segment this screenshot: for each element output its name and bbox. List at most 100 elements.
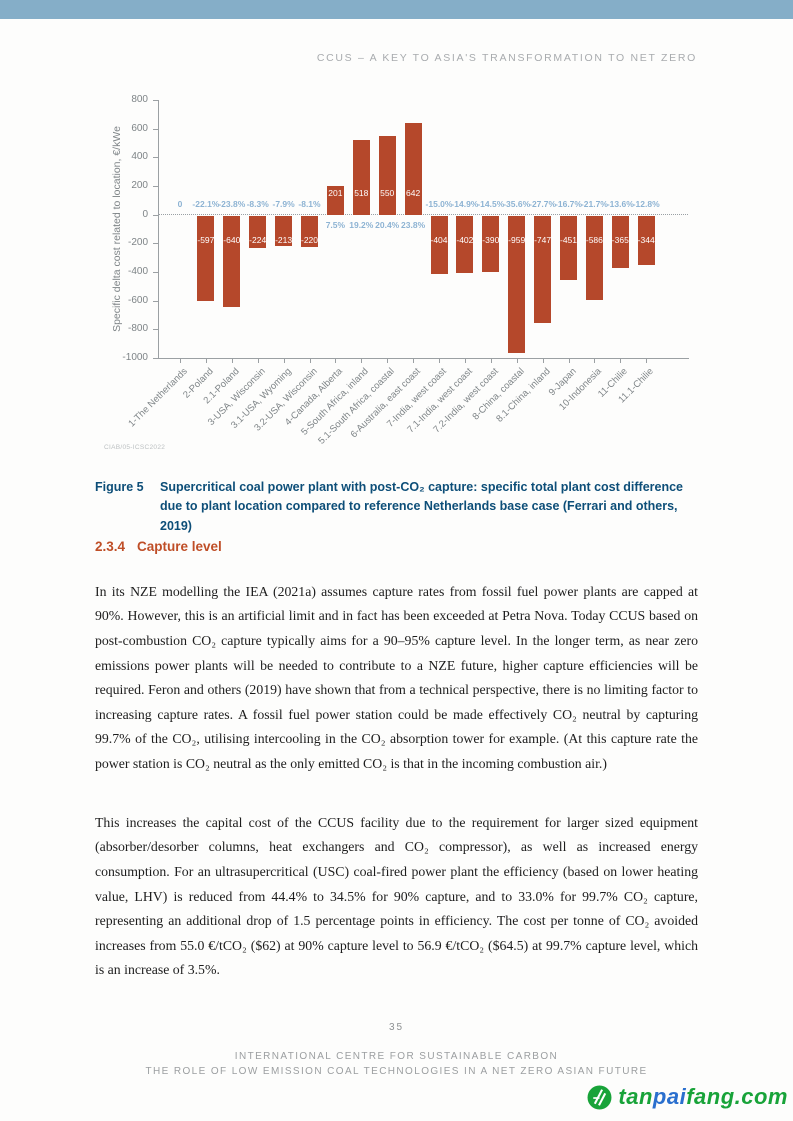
x-tick-mark — [594, 358, 596, 363]
bar-value-label: -451 — [559, 234, 577, 245]
section-title: Capture level — [137, 539, 222, 554]
section-number: 2.3.4 — [95, 539, 126, 554]
x-tick-mark — [620, 358, 622, 363]
body-paragraph-1: In its NZE modelling the IEA (2021a) ass… — [95, 583, 698, 771]
bar-value-label: -365 — [611, 234, 629, 245]
bar-pct-label: -12.8% — [632, 198, 660, 209]
bar — [352, 140, 370, 215]
footer-org-name: INTERNATIONAL CENTRE FOR SUSTAINABLE CAR… — [234, 1051, 559, 1062]
bar-pct-label: -15.0% — [425, 198, 453, 209]
y-tick-mark — [153, 329, 158, 331]
bar — [223, 215, 241, 308]
y-tick-label: -400 — [127, 266, 148, 277]
bar-pct-label: -14.9% — [451, 198, 479, 209]
bar — [508, 215, 526, 354]
y-tick-label: 800 — [131, 94, 148, 105]
y-tick-label: 200 — [131, 180, 148, 191]
x-tick-mark — [464, 358, 466, 363]
bar — [611, 215, 629, 268]
y-tick-mark — [153, 186, 158, 187]
bar — [404, 122, 422, 215]
bar-pct-label: 20.4% — [375, 219, 400, 230]
x-tick-mark — [439, 358, 440, 363]
x-tick-mark — [283, 358, 285, 363]
bar — [275, 215, 293, 247]
bar-pct-label: -35.6% — [503, 198, 531, 209]
tanpaifang-leaf-icon — [587, 1085, 612, 1110]
bar-value-label: -220 — [300, 234, 318, 245]
bar-value-label: -640 — [223, 234, 241, 245]
bar-pct-label: -13.6% — [606, 198, 634, 209]
page-top-color-band — [0, 0, 793, 19]
bar-pct-label: 7.5% — [325, 219, 346, 230]
bar — [560, 215, 577, 281]
bar — [326, 185, 344, 215]
bar-value-label: -224 — [249, 234, 267, 245]
bar — [197, 215, 215, 302]
bar-pct-label: -22.1% — [192, 198, 220, 209]
x-tick-mark — [490, 358, 492, 363]
bar-value-label: 518 — [354, 187, 369, 198]
bar-value-label: -597 — [197, 234, 215, 245]
footer-report-title: THE ROLE OF LOW EMISSION COAL TECHNOLOGI… — [145, 1066, 648, 1077]
figure-caption-text: Supercritical coal power plant with post… — [160, 480, 684, 533]
chart-y-axis-line — [158, 100, 159, 359]
x-tick-mark — [231, 358, 233, 363]
tanpaifang-logo[interactable]: tanpaifang.com — [587, 1084, 788, 1110]
y-tick-label: -800 — [127, 323, 148, 335]
bar-pct-label: -21.7% — [580, 198, 608, 209]
running-header: CCUS – A KEY TO ASIA'S TRANSFORMATION TO… — [316, 52, 697, 64]
y-tick-mark — [153, 272, 158, 273]
bar — [637, 215, 655, 265]
bar-value-label: -402 — [456, 234, 474, 245]
tanpaifang-logo-text: tanpaifang.com — [618, 1084, 788, 1109]
chart-zero-gridline — [159, 214, 688, 215]
bar-pct-label: -14.5% — [477, 198, 505, 209]
bar — [585, 215, 603, 300]
bar — [534, 215, 552, 323]
y-tick-mark — [153, 128, 158, 130]
x-tick-mark — [646, 358, 648, 363]
bar-pct-label: 19.2% — [349, 219, 374, 230]
x-tick-mark — [387, 358, 389, 363]
bar — [378, 135, 396, 215]
y-tick-mark — [153, 157, 158, 159]
page-number: 35 — [388, 1022, 405, 1033]
x-tick-mark — [257, 358, 259, 363]
x-tick-mark — [542, 358, 544, 363]
chart-source-note: CIAB/05-ICSC2022 — [104, 444, 166, 451]
bar-pct-label: -8.1% — [298, 198, 321, 209]
bar — [430, 215, 448, 274]
bar-value-label: 201 — [328, 187, 343, 198]
bar-value-label: -213 — [275, 234, 293, 245]
x-tick-mark — [361, 358, 363, 363]
x-tick-mark — [180, 358, 181, 363]
bar-value-label: 550 — [380, 187, 395, 198]
bar-value-label: -344 — [637, 234, 655, 245]
chart-x-axis-line — [158, 358, 689, 359]
y-tick-label: 0 — [142, 208, 148, 220]
bar-pct-label: -16.7% — [555, 198, 582, 209]
x-tick-mark — [309, 358, 311, 363]
bar-pct-label: -7.9% — [272, 198, 295, 209]
bar — [456, 215, 474, 274]
y-tick-mark — [153, 243, 158, 245]
y-tick-label: -200 — [127, 237, 148, 249]
y-tick-mark — [153, 358, 158, 359]
bar-pct-label: 23.8% — [401, 219, 426, 230]
figure-caption: Figure 5 Supercritical coal power plant … — [95, 478, 685, 536]
bar — [482, 215, 500, 272]
bar-pct-label: -27.7% — [529, 198, 557, 209]
x-tick-mark — [413, 358, 415, 363]
bar-pct-label: 0 — [177, 198, 183, 209]
x-tick-mark — [335, 358, 337, 363]
x-tick-mark — [205, 358, 207, 363]
bar-value-label: -404 — [430, 234, 448, 245]
bar — [249, 215, 267, 248]
bar-pct-label: -8.3% — [246, 198, 269, 209]
y-tick-mark — [153, 100, 158, 101]
body-paragraph-2: This increases the capital cost of the C… — [95, 814, 698, 978]
y-tick-mark — [153, 300, 158, 302]
bar-value-label: -959 — [508, 234, 526, 245]
